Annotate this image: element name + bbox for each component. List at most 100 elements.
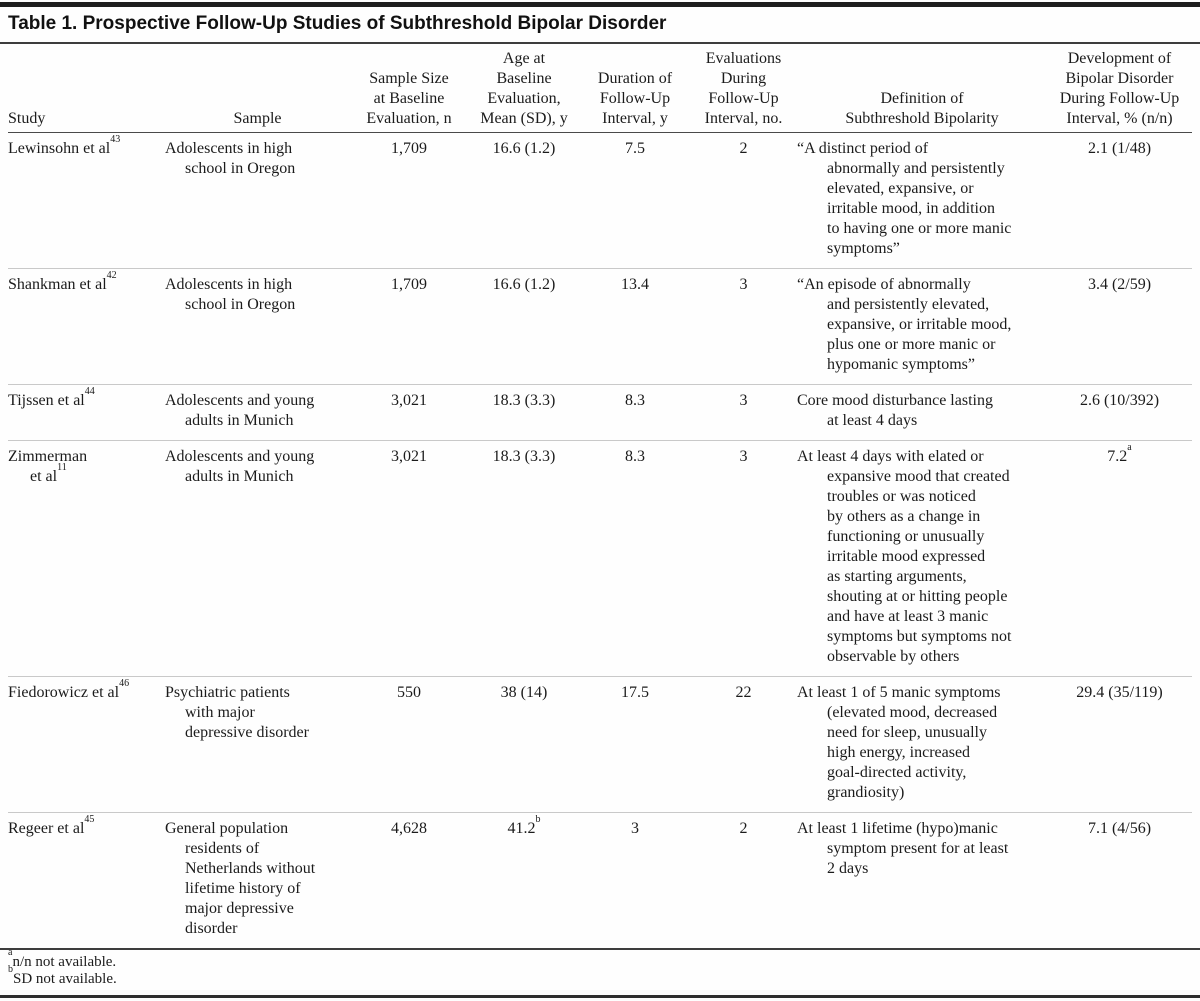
sample-size-cell: 1,709 xyxy=(391,140,427,157)
column-header-evaluations: Evaluations During Follow-Up Interval, n… xyxy=(704,50,783,127)
sample-size-cell: 3,021 xyxy=(391,448,427,465)
study-name: Fiedorowicz et al xyxy=(8,684,120,701)
development-value: 29.4 (35/119) xyxy=(1076,684,1163,701)
column-header-sample-size: Sample Size at Baseline Evaluation, n xyxy=(366,70,452,127)
sample-cell: Adolescents in high school in Oregon xyxy=(165,140,296,177)
footnote-b: bSD not available. xyxy=(8,965,1192,988)
age-value: 16.6 (1.2) xyxy=(492,276,556,293)
development-cell: 7.2a xyxy=(1047,441,1192,677)
sample-size-cell: 3,021 xyxy=(391,392,427,409)
evaluations-cell: 2 xyxy=(739,820,748,837)
age-cell: 18.3 (3.3) xyxy=(468,441,580,677)
definition-cell: Core mood disturbance lasting at least 4… xyxy=(797,392,993,429)
footnote-marker: b xyxy=(535,813,541,825)
evaluations-cell: 3 xyxy=(739,276,748,293)
development-value: 2.6 (10/392) xyxy=(1079,392,1160,409)
study-name: Lewinsohn et al xyxy=(8,140,111,157)
age-value: 16.6 (1.2) xyxy=(492,140,556,157)
evaluations-cell: 2 xyxy=(739,140,748,157)
study-name: Shankman et al xyxy=(8,276,107,293)
top-rule xyxy=(0,2,1200,7)
study-cell: Lewinsohn et al43 xyxy=(8,133,165,269)
development-cell: 7.1 (4/56) xyxy=(1047,813,1192,949)
citation-ref: 45 xyxy=(84,813,95,825)
development-value: 2.1 (1/48) xyxy=(1087,140,1152,157)
column-header-duration: Duration of Follow-Up Interval, y xyxy=(597,70,673,127)
sample-size-cell: 4,628 xyxy=(391,820,427,837)
age-value: 18.3 (3.3) xyxy=(492,448,556,465)
sample-cell: General population residents of Netherla… xyxy=(165,820,316,937)
study-name: Zimmerman et al xyxy=(8,448,88,485)
sample-cell: Adolescents and young adults in Munich xyxy=(165,392,315,429)
table-row: Fiedorowicz et al46 Psychiatric patients… xyxy=(8,676,1192,813)
table-row: Zimmerman et al11 Adolescents and young … xyxy=(8,440,1192,677)
duration-cell: 7.5 xyxy=(625,140,645,157)
header-row: Study Sample Sample Size at Baseline Eva… xyxy=(8,44,1192,133)
development-cell: 29.4 (35/119) xyxy=(1047,677,1192,813)
sample-cell: Psychiatric patients with major depressi… xyxy=(165,684,309,741)
table-title: Table 1. Prospective Follow-Up Studies o… xyxy=(0,7,1200,44)
column-header-study: Study xyxy=(8,110,46,127)
column-header-sample: Sample xyxy=(233,110,282,127)
citation-ref: 11 xyxy=(57,461,67,473)
sample-size-cell: 550 xyxy=(397,684,421,701)
footnote-marker: a xyxy=(1127,441,1132,453)
footnote-marker: a xyxy=(8,947,13,958)
duration-cell: 8.3 xyxy=(625,448,645,465)
table-row: Shankman et al42 Adolescents in high sch… xyxy=(8,268,1192,385)
age-cell: 18.3 (3.3) xyxy=(468,385,580,441)
development-cell: 2.6 (10/392) xyxy=(1047,385,1192,441)
citation-ref: 44 xyxy=(84,385,95,397)
sample-cell: Adolescents in high school in Oregon xyxy=(165,276,296,313)
definition-cell: “A distinct period of abnormally and per… xyxy=(797,140,1012,257)
age-cell: 41.2b xyxy=(468,813,580,949)
age-cell: 38 (14) xyxy=(468,677,580,813)
table-row: Regeer et al45 General population reside… xyxy=(8,812,1192,949)
definition-cell: At least 1 lifetime (hypo)manic symptom … xyxy=(797,820,1009,877)
evaluations-cell: 3 xyxy=(739,392,748,409)
table-row: Lewinsohn et al43 Adolescents in high sc… xyxy=(8,133,1192,269)
duration-cell: 8.3 xyxy=(625,392,645,409)
study-cell: Zimmerman et al11 xyxy=(8,441,165,677)
study-cell: Regeer et al45 xyxy=(8,813,165,949)
development-cell: 2.1 (1/48) xyxy=(1047,133,1192,269)
age-value: 38 (14) xyxy=(500,684,548,701)
development-value: 3.4 (2/59) xyxy=(1087,276,1152,293)
development-cell: 3.4 (2/59) xyxy=(1047,269,1192,385)
citation-ref: 42 xyxy=(106,269,117,281)
sample-cell: Adolescents and young adults in Munich xyxy=(165,448,315,485)
definition-cell: At least 1 of 5 manic symptoms (elevated… xyxy=(797,684,1001,801)
age-value: 41.2 xyxy=(507,820,536,837)
study-cell: Shankman et al42 xyxy=(8,269,165,385)
duration-cell: 13.4 xyxy=(621,276,649,293)
study-name: Regeer et al xyxy=(8,820,85,837)
definition-cell: At least 4 days with elated or expansive… xyxy=(797,448,1012,665)
age-cell: 16.6 (1.2) xyxy=(468,133,580,269)
evaluations-cell: 3 xyxy=(739,448,748,465)
table-row: Tijssen et al44 Adolescents and young ad… xyxy=(8,384,1192,441)
study-name: Tijssen et al xyxy=(8,392,85,409)
development-value: 7.1 (4/56) xyxy=(1087,820,1152,837)
duration-cell: 17.5 xyxy=(621,684,649,701)
definition-cell: “An episode of abnormally and persistent… xyxy=(797,276,1012,373)
column-header-definition: Definition of Subthreshold Bipolarity xyxy=(845,90,999,127)
sample-size-cell: 1,709 xyxy=(391,276,427,293)
evaluations-cell: 22 xyxy=(735,684,752,701)
footnote-text: n/n not available. xyxy=(12,954,117,970)
age-value: 18.3 (3.3) xyxy=(492,392,556,409)
column-header-age: Age at Baseline Evaluation, Mean (SD), y xyxy=(480,50,568,127)
footnote-marker: b xyxy=(8,964,13,975)
duration-cell: 3 xyxy=(631,820,639,837)
study-cell: Tijssen et al44 xyxy=(8,385,165,441)
data-table: Study Sample Sample Size at Baseline Eva… xyxy=(8,44,1192,948)
footnote-a: an/n not available. xyxy=(8,948,1192,971)
footnote-text: SD not available. xyxy=(13,971,117,987)
study-cell: Fiedorowicz et al46 xyxy=(8,677,165,813)
citation-ref: 46 xyxy=(119,677,130,689)
column-header-development: Development of Bipolar Disorder During F… xyxy=(1059,50,1180,127)
table-footnotes: an/n not available. bSD not available. xyxy=(0,948,1200,998)
citation-ref: 43 xyxy=(110,133,121,145)
development-value: 7.2 xyxy=(1107,448,1128,465)
age-cell: 16.6 (1.2) xyxy=(468,269,580,385)
